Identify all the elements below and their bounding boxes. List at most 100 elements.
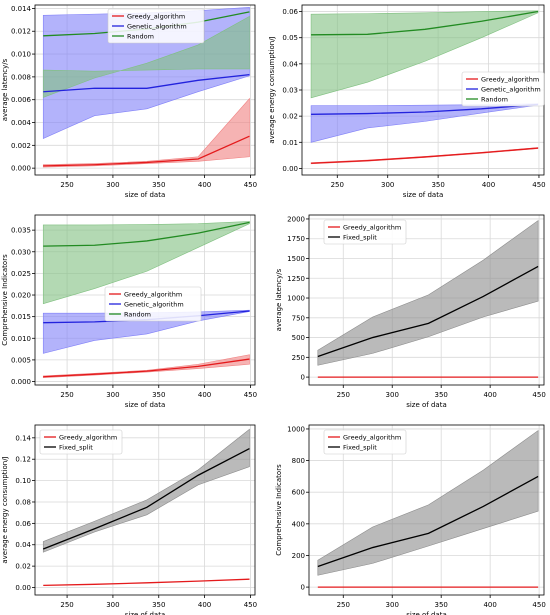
band-fixed [317, 429, 539, 576]
chart-1: 250 300 350 400 450 0.000 0.002 0.004 0.006 0.008… [1, 4, 257, 199]
legend-label: Greedy_algorithm [127, 12, 185, 20]
legend-label: Random [127, 32, 154, 40]
plot-frame [308, 214, 545, 386]
y-tick-label: 0.01 [282, 139, 298, 147]
legend-label: Greedy_algorithm [124, 290, 182, 298]
series-line-fixed [43, 447, 250, 550]
y-tick-label: 1500 [287, 255, 305, 263]
band-fixed [42, 428, 250, 553]
y-axis-label: average energy consumption/J [268, 36, 276, 143]
y-axis-label: Comprehensive Indicators [275, 464, 283, 556]
x-tick-label: 400 [483, 391, 496, 399]
y-tick-label: 0.025 [11, 270, 31, 278]
chart-5: 250 300 350 400 450 0.00 0.02 0.04 0.06 0.08 0.10 0… [1, 424, 257, 615]
x-tick-label: 450 [244, 391, 257, 399]
legend: Greedy_algorithm Genetic_algorithm Random [461, 71, 545, 107]
band-greedy [42, 97, 250, 168]
x-tick-label: 350 [152, 181, 165, 189]
legend-box [107, 8, 205, 44]
series-line-greedy [43, 578, 250, 587]
y-tick-label: 200 [292, 552, 305, 560]
band-random [42, 15, 250, 98]
chart-2: 250 300 350 400 450 0.00 0.01 0.02 0.03 0.04 0.05 0… [268, 4, 546, 199]
y-tick-label: 0.04 [15, 541, 31, 549]
y-tick-label: 0.02 [282, 113, 298, 121]
legend: Greedy_algorithm Genetic_algorithm Random [104, 286, 202, 322]
x-tick-label: 250 [337, 391, 350, 399]
x-tick-label: 300 [106, 601, 119, 609]
plot-frame [308, 424, 545, 596]
legend-label: Random [481, 95, 508, 103]
legend-label: Fixed_split [343, 443, 377, 451]
x-tick-label: 250 [337, 601, 350, 609]
series-line-greedy [43, 358, 250, 378]
x-tick-label: 250 [60, 391, 73, 399]
series-line-genetic [43, 73, 250, 93]
x-tick-label: 400 [483, 601, 496, 609]
y-tick-label: 0.05 [282, 34, 298, 42]
plot-frame [34, 424, 256, 596]
y-tick-label: 0.14 [15, 434, 31, 442]
x-tick-label: 350 [152, 391, 165, 399]
legend: Greedy_algorithm Fixed_split [323, 219, 407, 245]
legend-label: Fixed_split [343, 233, 377, 241]
legend-label: Greedy_algorithm [59, 433, 117, 441]
x-axis-label: size of data [403, 191, 444, 199]
y-tick-label: 0.002 [11, 142, 31, 150]
band-greedy [42, 354, 250, 378]
y-tick-label: 0.015 [11, 313, 31, 321]
legend-box [104, 286, 202, 322]
x-tick-label: 250 [60, 181, 73, 189]
y-tick-label: 750 [292, 314, 305, 322]
y-tick-label: 800 [292, 457, 305, 465]
legend-box [323, 219, 407, 245]
chart-3: 250 300 350 400 450 0.000 0.005 0.010 0.015 0.020… [1, 214, 257, 409]
y-tick-label: 0.12 [15, 456, 31, 464]
y-tick-label: 500 [292, 334, 305, 342]
y-tick-label: 0.030 [11, 248, 31, 256]
x-tick-label: 300 [106, 391, 119, 399]
x-tick-label: 450 [244, 601, 257, 609]
x-axis-label: size of data [406, 401, 447, 409]
x-tick-label: 350 [152, 601, 165, 609]
y-tick-label: 2000 [287, 215, 305, 223]
x-tick-label: 300 [106, 181, 119, 189]
x-axis-label: size of data [125, 401, 166, 409]
legend-box [39, 429, 123, 455]
plot-frame [34, 4, 256, 176]
x-tick-label: 350 [431, 181, 444, 189]
y-tick-label: 0.03 [282, 87, 298, 95]
y-tick-label: 1000 [287, 295, 305, 303]
x-tick-label: 400 [198, 391, 211, 399]
x-tick-label: 400 [198, 181, 211, 189]
x-tick-label: 300 [386, 601, 399, 609]
x-tick-label: 350 [435, 391, 448, 399]
legend-label: Random [124, 310, 151, 318]
y-tick-label: 0.06 [15, 520, 31, 528]
y-tick-label: 0.04 [282, 60, 298, 68]
x-axis-label: size of data [125, 611, 166, 615]
y-tick-label: 0.008 [11, 73, 31, 81]
x-tick-label: 250 [60, 601, 73, 609]
legend: Greedy_algorithm Genetic_algorithm Random [107, 8, 205, 44]
legend: Greedy_algorithm Fixed_split [323, 429, 407, 455]
x-tick-label: 300 [381, 181, 394, 189]
y-axis-label: Comprehensive Indicators [1, 254, 9, 346]
x-tick-label: 350 [435, 601, 448, 609]
series-line-random [311, 10, 539, 36]
y-tick-label: 0.02 [15, 563, 31, 571]
x-axis-label: size of data [406, 611, 447, 615]
legend-label: Fixed_split [59, 443, 93, 451]
series-line-greedy [311, 147, 539, 164]
legend-label: Genetic_algorithm [124, 300, 184, 308]
y-tick-label: 0.10 [15, 477, 31, 485]
legend-box [461, 71, 545, 107]
x-tick-label: 450 [244, 181, 257, 189]
legend-label: Genetic_algorithm [481, 85, 541, 93]
y-tick-label: 0.000 [11, 378, 31, 386]
chart-6: 250 300 350 400 450 0 200 400 600 800 1000 size of … [275, 424, 546, 615]
x-tick-label: 450 [532, 601, 545, 609]
y-tick-label: 1250 [287, 275, 305, 283]
y-tick-label: 0.014 [11, 5, 32, 13]
legend-box [323, 429, 407, 455]
